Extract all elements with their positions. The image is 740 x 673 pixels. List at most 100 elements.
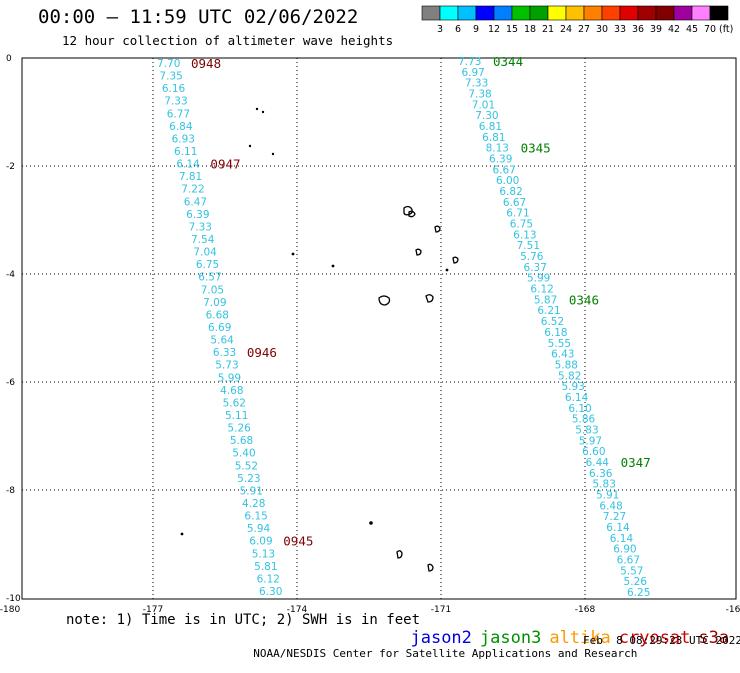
wave-height-value: 6.81 xyxy=(479,121,502,133)
wave-height-value: 6.93 xyxy=(172,133,195,145)
wave-height-value: 6.57 xyxy=(198,272,221,284)
wave-height-value: 4.28 xyxy=(242,498,265,510)
wave-height-value: 6.39 xyxy=(186,209,209,221)
legend-swatch xyxy=(709,5,729,21)
wave-height-value: 5.73 xyxy=(215,360,238,372)
wave-height-value: 7.33 xyxy=(465,78,488,90)
wave-height-value: 5.68 xyxy=(230,435,253,447)
wave-height-value: 6.09 xyxy=(249,536,272,548)
wave-height-value: 6.77 xyxy=(167,108,190,120)
footer-timestamp: Feb 8 08:29:23 UTC 2022 xyxy=(583,634,740,647)
satellite-label-s3a: s3a xyxy=(698,628,730,648)
wave-height-value: 5.83 xyxy=(575,424,598,436)
wave-height-value: 5.86 xyxy=(572,414,596,426)
wave-height-value: 6.33 xyxy=(213,347,236,359)
track-cryosat: 7.707.356.167.336.776.846.936.116.147.81… xyxy=(157,56,313,598)
wave-height-value: 7.22 xyxy=(181,184,204,196)
island-dot xyxy=(180,532,184,536)
legend-swatch xyxy=(565,5,585,21)
legend-label: 3 xyxy=(437,24,443,35)
pass-time-label: 0946 xyxy=(247,345,277,360)
wave-height-value: 7.04 xyxy=(193,247,217,259)
wave-height-value: 4.68 xyxy=(220,385,243,397)
wave-height-value: 6.68 xyxy=(206,309,229,321)
wave-height-value: 5.81 xyxy=(254,561,277,573)
wave-height-value: 6.84 xyxy=(169,121,193,133)
wave-height-value: 7.51 xyxy=(517,240,540,252)
legend-swatch xyxy=(655,5,675,21)
wave-height-value: 5.52 xyxy=(235,460,258,472)
legend-label: 24 xyxy=(560,24,572,35)
x-tick-label: -177 xyxy=(143,605,163,615)
wave-height-value: 7.09 xyxy=(203,297,226,309)
wave-height-value: 5.57 xyxy=(620,565,643,577)
wave-height-value: 6.14 xyxy=(606,522,630,534)
color-legend: 3 6 9 12 15 18 21 24 27 30 33 36 39 42 45 70 (ft) xyxy=(421,5,733,35)
wave-height-value: 6.90 xyxy=(613,544,636,556)
x-tick-label: -168 xyxy=(575,605,596,615)
y-tick-label: -4 xyxy=(6,270,15,280)
wave-height-value: 6.67 xyxy=(492,164,515,176)
legend-label: 36 xyxy=(632,24,644,35)
map-grid xyxy=(22,58,736,599)
wave-height-value: 5.87 xyxy=(534,294,557,306)
wave-height-value: 7.33 xyxy=(189,221,212,233)
legend-swatch xyxy=(673,5,693,21)
satellite-label-jason3: jason3 xyxy=(479,628,542,648)
x-tick-label: -174 xyxy=(287,605,308,615)
altimeter-tracks: 7.707.356.167.336.776.846.936.116.147.81… xyxy=(157,54,651,599)
track-jason3: 7.736.977.337.387.017.306.816.818.136.39… xyxy=(458,54,651,599)
page-title: 00:00 — 11:59 UTC 02/06/2022 xyxy=(38,6,359,28)
island-dot xyxy=(271,152,275,156)
wave-height-value: 5.99 xyxy=(218,372,241,384)
wave-height-value: 5.94 xyxy=(247,523,271,535)
wave-height-value: 6.75 xyxy=(510,219,533,231)
wave-height-value: 6.36 xyxy=(589,468,613,480)
wave-height-value: 5.99 xyxy=(527,273,550,285)
wave-height-value: 6.11 xyxy=(174,146,197,158)
x-tick-label: -16 xyxy=(726,605,740,615)
legend-label: 21 xyxy=(542,24,554,35)
wave-height-value: 6.75 xyxy=(196,259,219,271)
legend-label: 45 xyxy=(686,24,698,35)
satellite-label-cryosat: cryosat xyxy=(618,628,691,648)
wave-height-value: 6.14 xyxy=(176,159,200,171)
wave-height-value: 5.91 xyxy=(596,489,619,501)
wave-height-value: 6.12 xyxy=(257,573,280,585)
islands xyxy=(180,107,459,572)
wave-height-value: 5.76 xyxy=(520,251,544,263)
wave-height-value: 7.38 xyxy=(468,89,491,101)
wave-height-value: 7.81 xyxy=(179,171,202,183)
wave-height-value: 6.25 xyxy=(627,587,650,599)
units-note: note: 1) Time is in UTC; 2) SWH is in fe… xyxy=(66,612,421,628)
wave-height-value: 6.21 xyxy=(537,305,560,317)
legend-label: 39 xyxy=(650,24,662,35)
legend-swatch xyxy=(583,5,603,21)
y-tick-label: -6 xyxy=(6,378,15,388)
y-tick-label: -2 xyxy=(6,162,15,172)
island-dot xyxy=(291,252,295,256)
wave-height-value: 6.81 xyxy=(482,132,505,144)
legend-label: 6 xyxy=(455,24,461,35)
wave-height-value: 6.10 xyxy=(568,403,591,415)
pass-time-label: 0344 xyxy=(493,54,523,69)
legend-swatch xyxy=(421,5,441,21)
island-outline xyxy=(378,295,391,306)
legend-swatch xyxy=(601,5,621,21)
island-dot xyxy=(445,268,449,272)
legend-label: 70 xyxy=(704,24,716,35)
x-tick-label: -180 xyxy=(0,605,20,615)
legend-label: 18 xyxy=(524,24,536,35)
legend-swatch xyxy=(637,5,657,21)
island-dot xyxy=(255,107,259,111)
wave-height-value: 6.67 xyxy=(617,554,640,566)
legend-label: 30 xyxy=(596,24,608,35)
satellite-label-altika: altika xyxy=(549,628,611,648)
satellite-label-jason2: jason2 xyxy=(410,628,472,648)
wave-height-value: 6.44 xyxy=(586,457,610,469)
wave-height-value: 8.13 xyxy=(486,143,509,155)
wave-height-value: 6.82 xyxy=(499,186,522,198)
legend-label: 12 xyxy=(488,24,500,35)
wave-height-value: 6.30 xyxy=(259,586,282,598)
wave-height-value: 5.82 xyxy=(558,370,581,382)
